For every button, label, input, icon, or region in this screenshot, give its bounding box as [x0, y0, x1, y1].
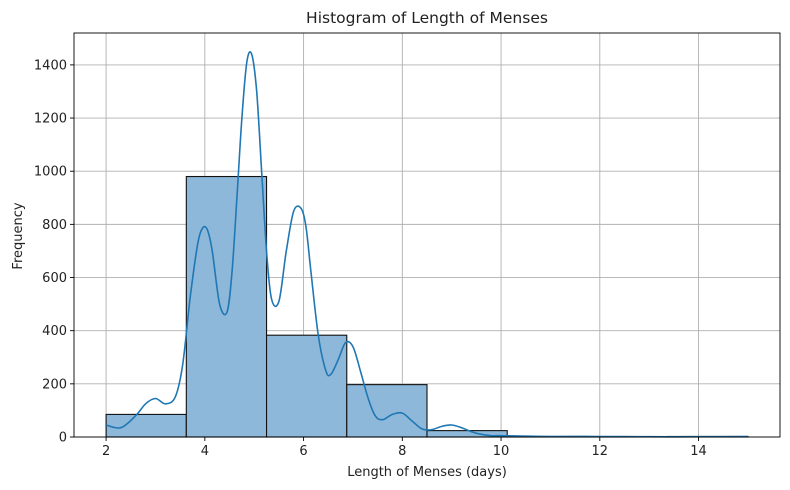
- x-tick-label: 6: [299, 444, 307, 459]
- y-tick-label: 800: [42, 218, 67, 233]
- y-tick-label: 0: [59, 431, 67, 446]
- y-tick-label: 1200: [34, 112, 67, 127]
- y-tick-label: 1400: [34, 58, 67, 73]
- y-tick-label: 600: [42, 271, 67, 286]
- x-tick-label: 8: [398, 444, 406, 459]
- x-tick-label: 14: [690, 444, 707, 459]
- x-tick-label: 10: [493, 444, 510, 459]
- histogram-bars: [105, 175, 749, 438]
- chart-title: Histogram of Length of Menses: [306, 9, 548, 27]
- y-tick-label: 400: [42, 324, 67, 339]
- x-tick-label: 4: [201, 444, 209, 459]
- plot-frame: [73, 32, 781, 438]
- x-axis-label: Length of Menses (days): [347, 465, 507, 480]
- y-axis-label: Frequency: [11, 202, 26, 269]
- y-tick-label: 200: [42, 377, 67, 392]
- x-tick-label: 12: [592, 444, 609, 459]
- histogram-bar: [185, 175, 268, 438]
- histogram-bar: [265, 334, 348, 438]
- histogram-bar: [346, 384, 428, 438]
- x-tick-label: 2: [102, 444, 110, 459]
- axis-ticks: 2 4 6 8 10 12 14 0 200 400 600 800 1000 1200 1400: [34, 58, 707, 459]
- histogram-bar: [105, 413, 187, 438]
- y-tick-label: 1000: [34, 165, 67, 180]
- kde-curve: [105, 51, 748, 438]
